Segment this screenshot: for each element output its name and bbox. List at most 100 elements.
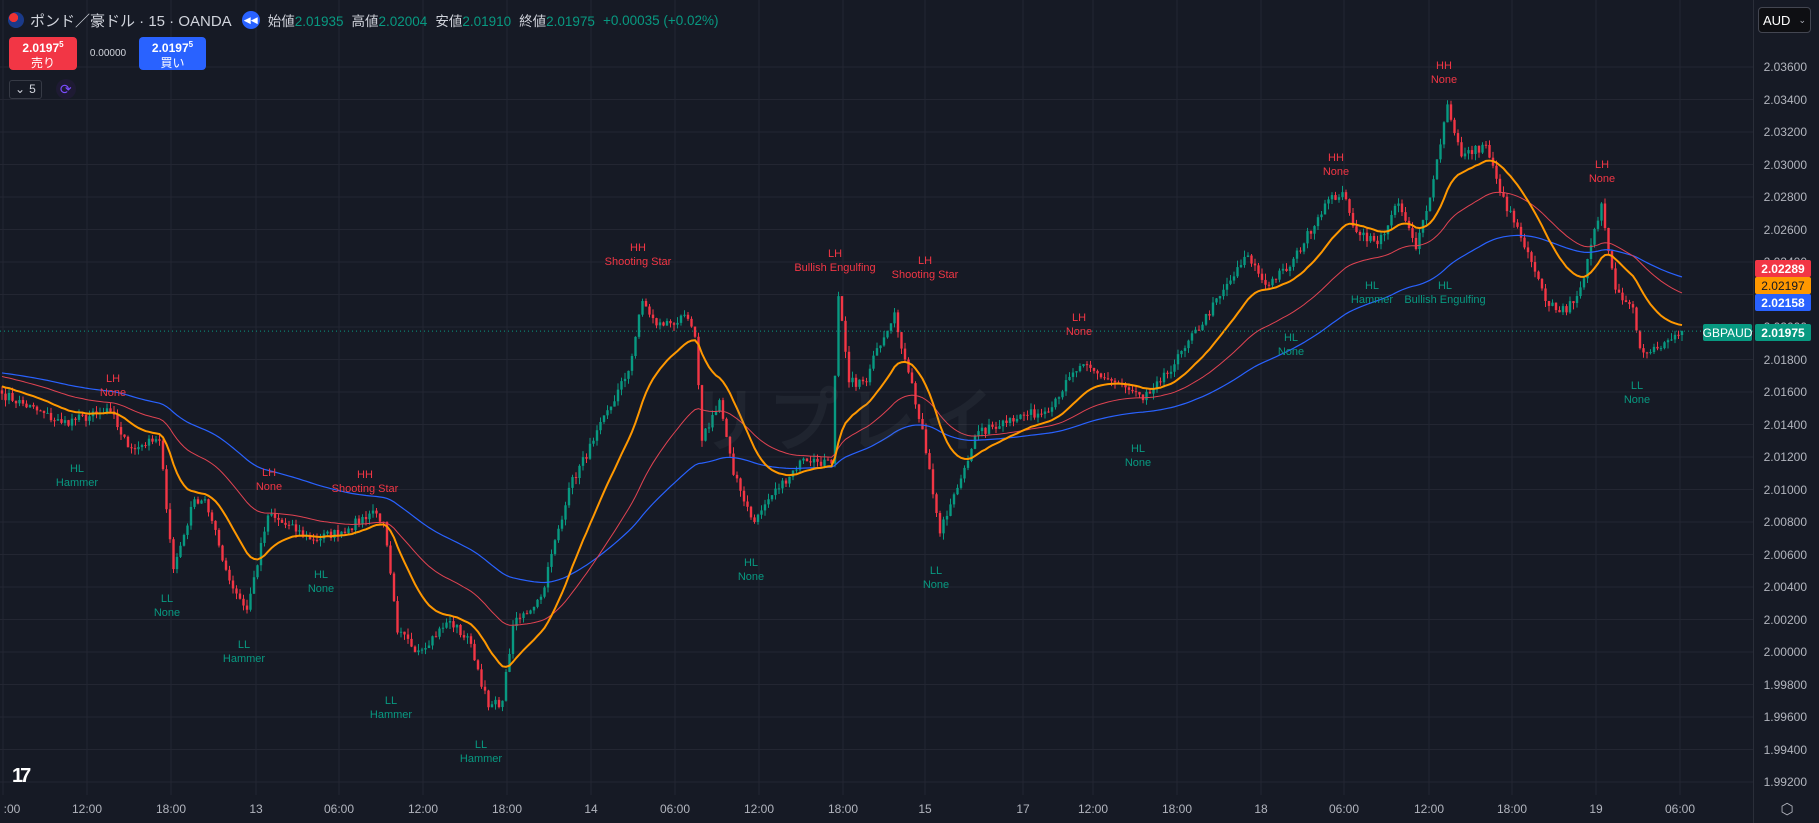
candle-body [662, 322, 665, 326]
close-value: 2.01975 [546, 14, 595, 29]
settings-icon[interactable]: ⬡ [1780, 801, 1794, 818]
candle-body [651, 314, 655, 319]
candle-body [1131, 389, 1134, 392]
tradingview-logo[interactable]: 17 [12, 765, 31, 787]
candle-body [1649, 352, 1652, 354]
candle-body [578, 465, 581, 479]
price-tick-label: 2.01400 [1763, 417, 1807, 432]
candle-body [0, 390, 4, 394]
candle-body [210, 512, 214, 521]
candle-body [1285, 268, 1288, 272]
candle-body [1351, 212, 1355, 227]
price-axis[interactable]: 2.03600 2.03400 2.03200 2.03000 2.02800 2.026… [1753, 0, 1819, 823]
currency-select[interactable]: AUD ⌄ [1758, 7, 1811, 33]
sync-icon[interactable]: ⟳ [55, 79, 76, 99]
candle-body [945, 515, 949, 520]
candle-body [826, 459, 830, 461]
candle-body [679, 315, 683, 323]
candle-body [1169, 371, 1173, 374]
candle-body [1075, 371, 1078, 373]
candle-body [910, 372, 914, 384]
candle-body [907, 359, 910, 373]
swing-low-label: HL None [1278, 331, 1304, 359]
candle-body [284, 522, 287, 525]
candle-body [798, 460, 802, 470]
replay-rewind-icon[interactable]: ◀◀ [241, 11, 260, 29]
candle-body [1201, 324, 1204, 331]
sell-button[interactable]: 2.01975 売り [9, 37, 77, 70]
candle-body [1540, 278, 1544, 289]
candle-body [816, 458, 819, 462]
indicators-toggle[interactable]: ⌄ 5 [9, 79, 42, 99]
symbol-title[interactable]: ポンド／豪ドル · 15 · OANDA [30, 12, 232, 30]
candle-body [424, 648, 427, 650]
candle-body [480, 669, 483, 687]
candle-body [434, 636, 438, 638]
candle-body [147, 438, 151, 446]
swing-high-label: HH Shooting Star [332, 468, 399, 496]
swing-high-label: LH None [100, 372, 126, 400]
candle-body [1614, 268, 1617, 290]
structure-label: LL [384, 695, 398, 707]
structure-label: HL [1130, 443, 1146, 455]
structure-label: HH [1328, 152, 1344, 164]
pattern-label: None [307, 583, 335, 595]
candle-body [970, 448, 973, 461]
candle-body [560, 519, 564, 529]
candle-body [935, 494, 938, 514]
candle-body [1446, 104, 1449, 123]
candle-body [1449, 104, 1453, 120]
candle-body [914, 383, 917, 405]
last-price-tag: 2.01975 [1755, 324, 1811, 341]
candle-body [189, 506, 193, 526]
candle-body [39, 410, 42, 412]
candle-body [1404, 212, 1407, 221]
candle-body [777, 488, 781, 490]
candle-body [1327, 199, 1330, 204]
currency-value: AUD [1763, 12, 1791, 28]
time-tick-label: 18 [1254, 802, 1268, 816]
candle-body [438, 628, 441, 637]
candle-body [1068, 376, 1071, 381]
candle-body [1288, 266, 1292, 272]
candle-body [74, 418, 77, 420]
candle-body [172, 539, 175, 570]
candle-body [396, 601, 399, 633]
candle-body [609, 406, 613, 411]
candle-body [21, 399, 25, 404]
open-label: 始値 [267, 14, 295, 29]
candle-body [1442, 122, 1446, 145]
candle-body [1624, 300, 1628, 303]
candle-body [564, 505, 567, 520]
candle-body [900, 332, 903, 349]
candle-body [1099, 373, 1103, 378]
price-tick-label: 2.03000 [1763, 157, 1807, 172]
candle-body [546, 566, 550, 588]
candle-body [1481, 144, 1484, 153]
low-value: 2.01910 [462, 14, 512, 29]
buy-button[interactable]: 2.01975 買い [139, 37, 206, 70]
candle-body [1365, 232, 1369, 242]
time-tick-label: 17 [1016, 802, 1030, 816]
candle-body [270, 513, 273, 516]
candle-body [1474, 145, 1477, 155]
pattern-label: None [1623, 394, 1651, 406]
candle-body [1463, 153, 1467, 157]
pattern-label: Shooting Star [331, 483, 399, 495]
candle-body [217, 529, 221, 546]
candle-body [1309, 231, 1313, 234]
candle-body [221, 545, 224, 561]
candle-body [1085, 364, 1089, 366]
pattern-label: None [737, 571, 765, 583]
candle-body [711, 414, 714, 428]
candle-body [1155, 381, 1159, 390]
candle-body [193, 499, 196, 507]
candle-body [46, 412, 49, 414]
candle-body [1064, 380, 1068, 392]
ohlc-values: 始値2.01935 高値2.02004 安値2.01910 終値2.01975 [268, 10, 595, 30]
candle-body [980, 427, 984, 432]
ma-mid-price-tag: 2.02289 [1755, 260, 1811, 277]
candle-body [823, 459, 826, 466]
swing-high-label: HH None [1431, 59, 1457, 87]
price-chart[interactable] [0, 0, 1753, 795]
